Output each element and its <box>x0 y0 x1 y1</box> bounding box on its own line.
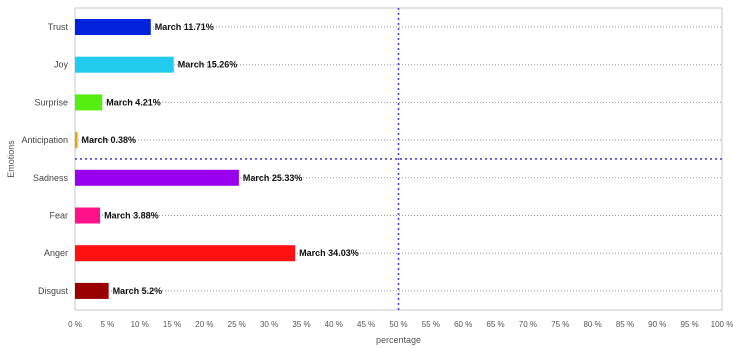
data-label: March 25.33% <box>243 173 303 183</box>
data-label: March 11.71% <box>155 22 214 32</box>
category-label: Anticipation <box>21 135 68 145</box>
x-tick-label: 35 % <box>292 320 310 329</box>
data-label: March 0.38% <box>81 135 136 145</box>
y-axis-title: Emotions <box>6 140 16 178</box>
data-label: March 34.03% <box>299 248 359 258</box>
x-tick-label: 85 % <box>616 320 634 329</box>
bar-anticipation <box>75 132 77 148</box>
bar-joy <box>75 57 174 73</box>
x-tick-label: 40 % <box>325 320 343 329</box>
category-label: Fear <box>49 211 68 221</box>
x-axis-ticks: 0 % 5 % 10 % 15 % 20 % 25 % 30 % 35 % 40 % 45 % 50… <box>68 320 733 329</box>
x-tick-label: 10 % <box>131 320 149 329</box>
x-axis-title: percentage <box>376 335 421 345</box>
bar-trust <box>75 19 151 35</box>
x-tick-label: 25 % <box>228 320 246 329</box>
x-tick-label: 45 % <box>357 320 375 329</box>
category-label: Anger <box>44 248 68 258</box>
x-tick-label: 65 % <box>486 320 504 329</box>
x-tick-label: 5 % <box>100 320 114 329</box>
bar-disgust <box>75 283 109 299</box>
category-label: Disgust <box>38 286 69 296</box>
x-tick-label: 95 % <box>681 320 699 329</box>
x-tick-label: 100 % <box>711 320 733 329</box>
bar-surprise <box>75 94 102 110</box>
x-tick-label: 90 % <box>648 320 666 329</box>
bar-fear <box>75 208 100 224</box>
data-label: March 3.88% <box>104 211 159 221</box>
x-tick-label: 0 % <box>68 320 82 329</box>
category-label: Joy <box>54 60 69 70</box>
category-label: Trust <box>48 22 69 32</box>
x-tick-label: 30 % <box>260 320 278 329</box>
data-label: March 5.2% <box>113 286 163 296</box>
x-tick-label: 15 % <box>163 320 181 329</box>
x-tick-label: 20 % <box>195 320 213 329</box>
bar-sadness <box>75 170 239 186</box>
x-tick-label: 55 % <box>422 320 440 329</box>
data-label: March 15.26% <box>178 60 238 70</box>
data-label: March 4.21% <box>106 97 161 107</box>
bar-anger <box>75 245 295 261</box>
x-tick-label: 70 % <box>519 320 537 329</box>
x-tick-label: 50 % <box>389 320 407 329</box>
x-tick-label: 60 % <box>454 320 472 329</box>
category-label: Surprise <box>34 97 68 107</box>
category-label: Sadness <box>33 173 69 183</box>
x-tick-label: 75 % <box>551 320 569 329</box>
x-tick-label: 80 % <box>583 320 601 329</box>
